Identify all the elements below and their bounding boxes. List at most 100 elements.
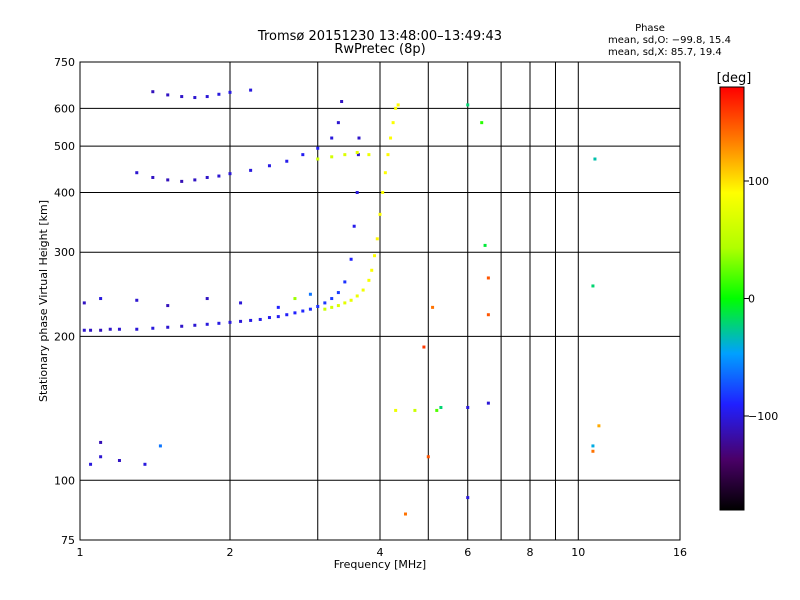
data-point — [367, 278, 371, 282]
data-point — [370, 268, 374, 272]
data-point — [323, 307, 327, 311]
data-point — [422, 345, 426, 349]
data-point — [386, 153, 390, 157]
data-point — [308, 307, 312, 311]
data-point — [591, 449, 595, 453]
chart-subtitle: RwPretec (8p) — [334, 42, 425, 57]
data-point — [166, 304, 170, 308]
plot-frame — [79, 61, 681, 541]
data-point — [217, 321, 221, 325]
colorbar: [deg] 100 0 −100 — [717, 71, 778, 511]
y-tick-label: 200 — [54, 330, 75, 343]
data-point — [361, 288, 365, 292]
data-point — [330, 155, 334, 159]
data-point — [228, 90, 232, 94]
data-point — [135, 327, 139, 331]
data-point — [356, 153, 360, 157]
data-point — [205, 297, 209, 301]
data-point — [180, 95, 184, 99]
data-point — [439, 405, 443, 409]
data-point — [193, 323, 197, 327]
data-point — [180, 324, 184, 328]
y-tick-label: 750 — [54, 56, 75, 69]
data-point — [166, 93, 170, 97]
data-point — [249, 168, 253, 172]
data-point — [403, 512, 407, 516]
data-point — [357, 136, 361, 140]
colorbar-tick-label: 100 — [748, 175, 769, 188]
x-tick-label: 8 — [527, 546, 534, 559]
data-point — [389, 136, 393, 140]
data-point — [396, 103, 400, 107]
data-point — [301, 153, 305, 157]
x-tick-label: 1 — [77, 546, 84, 559]
data-point — [394, 408, 398, 412]
data-point — [285, 159, 289, 163]
x-tick-label: 16 — [673, 546, 687, 559]
data-point — [276, 315, 280, 319]
data-point — [373, 254, 377, 258]
data-point — [597, 424, 601, 428]
x-tick-label: 2 — [227, 546, 234, 559]
data-point — [308, 292, 312, 296]
data-point — [336, 304, 340, 308]
data-point — [99, 328, 103, 332]
data-point — [228, 172, 232, 176]
data-point — [330, 305, 334, 309]
data-point — [217, 174, 221, 178]
data-point — [330, 297, 334, 301]
data-point — [431, 305, 435, 309]
y-tick-label: 100 — [54, 474, 75, 487]
y-tick-label: 600 — [54, 102, 75, 115]
data-point — [378, 212, 382, 216]
data-point — [352, 224, 356, 228]
data-point — [82, 301, 86, 305]
data-point — [108, 327, 112, 331]
x-axis-label: Frequency [MHz] — [334, 558, 426, 571]
y-tick-label: 75 — [61, 534, 75, 547]
data-point — [117, 327, 121, 331]
data-point — [239, 319, 243, 323]
data-point — [143, 462, 147, 466]
y-axis-label: Stationary phase Virtual Height [km] — [37, 200, 50, 402]
y-tick-label: 300 — [54, 246, 75, 259]
data-point — [205, 322, 209, 326]
phase-stats-title: Phase — [635, 23, 665, 34]
colorbar-tick-label: 0 — [748, 293, 755, 306]
x-tick-label: 6 — [464, 546, 471, 559]
colorbar-gradient — [719, 86, 745, 511]
data-point — [591, 284, 595, 288]
data-point — [117, 458, 121, 462]
data-point — [355, 190, 359, 194]
data-point — [258, 317, 262, 321]
data-point — [349, 298, 353, 302]
data-point — [466, 496, 470, 500]
phase-stats-x: mean, sd,X: 85.7, 19.4 — [608, 47, 722, 58]
data-point — [435, 408, 439, 412]
data-point — [466, 405, 470, 409]
data-point — [355, 294, 359, 298]
data-point — [323, 301, 327, 305]
data-point — [349, 257, 353, 261]
data-point — [267, 164, 271, 168]
data-point — [355, 150, 359, 154]
data-point — [591, 444, 595, 448]
data-point — [135, 171, 139, 175]
data-point — [301, 309, 305, 313]
data-point — [316, 157, 320, 161]
data-point — [486, 276, 490, 280]
grid — [80, 62, 680, 540]
data-point — [180, 179, 184, 183]
data-point — [89, 328, 93, 332]
data-point — [82, 328, 86, 332]
phase-stats-box: Phase mean, sd,O: −99.8, 15.4 mean, sd,X… — [608, 23, 731, 58]
data-point — [158, 444, 162, 448]
data-point — [381, 190, 385, 194]
data-point — [483, 243, 487, 247]
data-point — [267, 316, 271, 320]
data-point — [367, 153, 371, 157]
data-point — [340, 100, 344, 104]
data-point — [205, 95, 209, 99]
data-point — [249, 88, 253, 92]
